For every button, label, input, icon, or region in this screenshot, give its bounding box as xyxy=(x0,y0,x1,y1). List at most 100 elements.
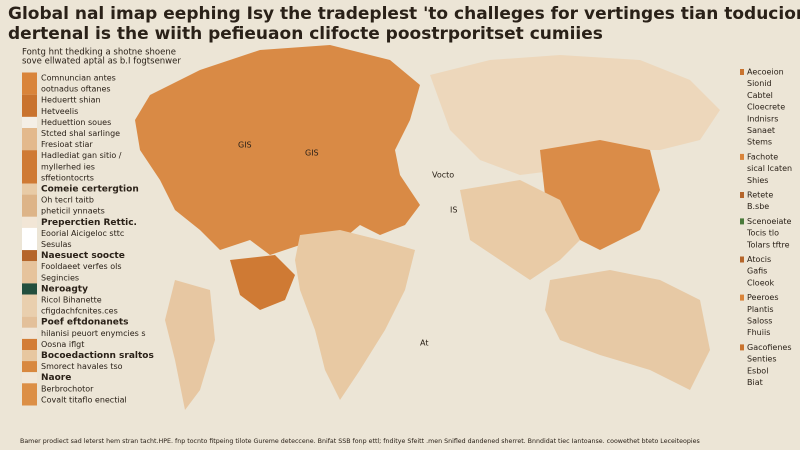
region-oceania xyxy=(545,270,710,390)
legend-label: Scenoeiate xyxy=(747,217,792,226)
legend-label: Heduertt shian xyxy=(41,96,101,105)
legend-label: Naesuect soocte xyxy=(41,251,125,261)
legend-label: Fresioat stiar xyxy=(41,140,93,149)
legend-label: Indnisrs xyxy=(747,114,778,123)
legend-swatch xyxy=(22,261,37,284)
legend-label: cfigdachfcnites.ces xyxy=(41,307,118,316)
legend-label: hilanisi peuort enymcies s xyxy=(41,329,146,338)
map-label: GIS xyxy=(238,141,252,150)
legend-label: Heduettion soues xyxy=(41,118,111,127)
legend-label: Poef eftdonanets xyxy=(41,318,129,328)
legend-swatch xyxy=(22,327,37,339)
legend-swatch xyxy=(22,216,37,228)
legend-label: Stems xyxy=(747,138,772,147)
legend-label: Shies xyxy=(747,176,768,185)
legend-swatch xyxy=(22,227,37,251)
legend-label: sffetiontocrts xyxy=(41,173,94,182)
legend-label: Aecoeion xyxy=(747,68,784,77)
legend-label: pheticil ynnaets xyxy=(41,207,105,216)
legend-label: Comeie certergtion xyxy=(41,185,139,195)
legend-label: Fooldaeet verfes ols xyxy=(41,262,122,271)
legend-swatch xyxy=(22,361,37,373)
legend-swatch xyxy=(740,153,744,160)
legend-label: Smorect havales tso xyxy=(41,362,123,371)
legend-label: Gacofienes xyxy=(747,343,792,352)
legend-label: Fachote xyxy=(747,152,778,161)
legend-label: Saloss xyxy=(747,317,772,326)
subtitle: sove ellwated aptal as b.I fogtsenwer xyxy=(22,57,181,67)
legend-label: Cloecrete xyxy=(747,103,785,112)
legend-label: ootnadus oftanes xyxy=(41,85,111,94)
legend-label: Oosna iflgt xyxy=(41,340,84,349)
legend-label: Segincies xyxy=(41,273,79,282)
legend-label: Gafis xyxy=(747,267,767,276)
legend-label: Stcted shal sarlinge xyxy=(41,129,120,138)
region-west-asia xyxy=(460,180,580,280)
legend-label: Senties xyxy=(747,355,777,364)
region-eurasia xyxy=(135,45,420,255)
legend-swatch xyxy=(740,218,744,225)
legend-label: Sesulas xyxy=(41,240,72,249)
map-label: GIS xyxy=(305,149,319,158)
legend-label: Eoorial Aicigeloc sttc xyxy=(41,229,124,238)
legend-label: Sionid xyxy=(747,79,772,88)
legend-label: Neroagty xyxy=(41,284,88,294)
legend-swatch xyxy=(740,192,744,198)
legend-label: Esbol xyxy=(747,366,768,375)
map-label: IS xyxy=(450,206,457,215)
legend-swatch xyxy=(22,294,37,317)
legend-swatch xyxy=(740,69,744,75)
legend-swatch xyxy=(22,283,37,295)
region-south xyxy=(165,280,215,410)
legend-swatch xyxy=(22,250,37,262)
legend-swatch xyxy=(22,383,37,406)
legend-label: Hetveelis xyxy=(41,107,78,116)
legend-label: Plantis xyxy=(747,305,774,314)
legend-swatch xyxy=(22,94,37,117)
title: Global nal imap eephing Isy the tradeple… xyxy=(8,4,800,24)
legend-swatch xyxy=(22,183,37,195)
subtitle: Fontg hnt thedking a shotne shoene xyxy=(22,48,176,58)
legend-swatch xyxy=(22,350,37,362)
map-label: Vocto xyxy=(432,171,454,180)
legend-swatch xyxy=(740,256,744,263)
legend-label: B.sbe xyxy=(747,202,769,211)
legend-swatch xyxy=(740,344,744,351)
legend-label: Retete xyxy=(747,191,773,200)
legend-label: Preperctien Rettic. xyxy=(41,218,137,228)
legend-label: Biat xyxy=(747,378,763,387)
legend-label: Cabtel xyxy=(747,91,773,100)
legend-label: Berbrochotor xyxy=(41,384,94,393)
map xyxy=(135,45,720,410)
legend-swatch xyxy=(22,150,37,184)
region-india xyxy=(230,255,295,310)
legend-label: Cloeok xyxy=(747,278,775,287)
legend-swatch xyxy=(22,316,37,328)
footer: Bamer prodiect sad leterst hem stran tac… xyxy=(20,438,700,445)
map-label: At xyxy=(420,339,428,348)
legend-label: sical lcaten xyxy=(747,164,792,173)
legend-swatch xyxy=(22,128,37,151)
legend-label: Peeroes xyxy=(747,293,778,302)
legend-label: Sanaet xyxy=(747,126,775,135)
legend-swatch xyxy=(22,116,37,128)
legend-swatch xyxy=(22,338,37,350)
legend-label: Naore xyxy=(41,373,71,383)
legend-label: Tocis tlo xyxy=(746,229,779,238)
legend-swatch xyxy=(22,372,37,384)
legend-label: Covalt titaflo enectial xyxy=(41,395,127,404)
legend-swatch xyxy=(22,194,37,217)
legend-label: Fhuiis xyxy=(747,328,770,337)
legend-label: Atocis xyxy=(747,255,771,264)
legend-label: Bocoedactionn sraltos xyxy=(41,351,154,361)
region-north xyxy=(430,55,720,175)
title: dertenal is the wiith pefieuaon clifocte… xyxy=(8,24,603,44)
legend-swatch xyxy=(22,72,37,95)
legend-swatch xyxy=(740,294,744,301)
region-africa xyxy=(295,230,415,400)
legend-label: Hadlediat gan sitio / xyxy=(41,151,122,160)
legend-label: myllerhed ies xyxy=(41,162,95,171)
legend-label: Ricol Bihanette xyxy=(41,296,102,305)
legend-label: Comnuncian antes xyxy=(41,74,116,83)
